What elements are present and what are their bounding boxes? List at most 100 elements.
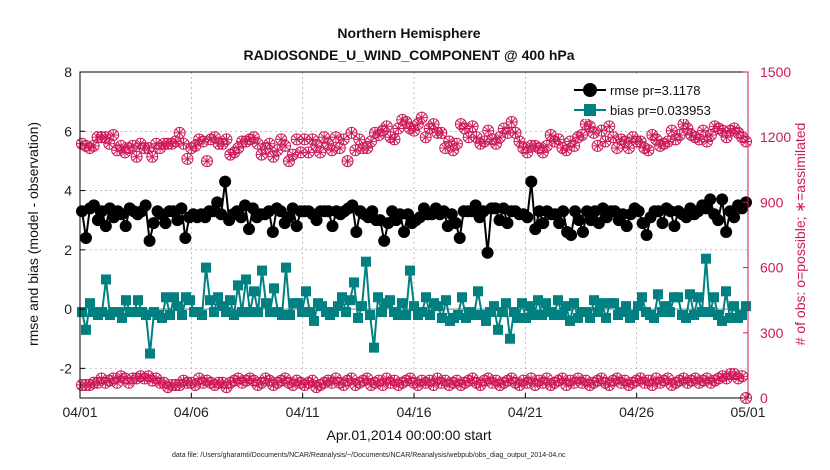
obs-marker-star	[581, 119, 591, 129]
obs-marker-star	[308, 135, 317, 144]
obs-marker-star	[546, 130, 555, 140]
obs-marker-star	[409, 126, 419, 135]
rmse-point	[398, 226, 411, 239]
obs-possible-point	[189, 139, 202, 152]
obs-marker-star	[308, 376, 317, 385]
obs-marker-star	[491, 139, 501, 148]
obs-possible-point	[599, 135, 612, 148]
bias-point	[329, 307, 339, 318]
bias-point	[725, 312, 735, 323]
obs-marker-star	[616, 135, 626, 144]
bias-point	[117, 312, 127, 323]
obs-possible-point	[318, 131, 331, 144]
obs-marker-star	[624, 143, 634, 153]
bias-point	[161, 292, 171, 303]
obs-possible-point	[466, 120, 479, 133]
y-right-tick-label: 1500	[760, 64, 791, 80]
obs-possible-point	[267, 150, 280, 163]
obs-marker-star	[202, 156, 212, 166]
obs-possible-point	[103, 137, 116, 150]
obs-marker-star	[558, 374, 567, 383]
bias-point	[129, 307, 139, 318]
rmse-point	[712, 214, 725, 227]
obs-possible-point	[560, 144, 573, 157]
obs-marker-star	[483, 126, 493, 135]
obs-marker-star	[386, 132, 395, 142]
bias-point	[501, 298, 511, 309]
rmse-point	[147, 217, 160, 230]
obs-marker-star	[179, 139, 188, 148]
bias-point	[609, 298, 619, 309]
obs-marker-star	[202, 376, 212, 385]
obs-marker-star	[741, 137, 751, 146]
bias-point	[421, 292, 431, 303]
bias-point	[373, 292, 383, 303]
bias-point	[397, 298, 407, 309]
bias-point	[237, 307, 247, 318]
bias-point	[505, 333, 515, 344]
bias-point	[133, 295, 143, 306]
rmse-point	[525, 175, 538, 188]
obs-marker-star	[362, 143, 372, 153]
bias-point	[649, 312, 659, 323]
bias-point	[253, 307, 263, 318]
obs-possible-point	[704, 129, 717, 142]
obs-possible-point	[408, 124, 420, 137]
obs-possible-point	[622, 142, 635, 155]
rmse-point	[656, 217, 669, 230]
bias-point	[477, 310, 487, 321]
y-tick-label: 4	[64, 183, 72, 199]
obs-marker-star	[390, 135, 399, 144]
rmse-point	[553, 217, 566, 230]
obs-marker-star	[398, 115, 407, 125]
bias-point	[741, 301, 751, 312]
obs-possible-point	[552, 133, 565, 146]
chart-subtitle: RADIOSONDE_U_WIND_COMPONENT @ 400 hPa	[243, 47, 574, 63]
y-right-tick-label: 300	[760, 325, 784, 341]
obs-marker-star	[437, 128, 446, 138]
obs-marker-star	[175, 128, 184, 138]
bias-point	[85, 298, 95, 309]
obs-marker-star	[249, 132, 259, 142]
bias-point	[405, 265, 415, 276]
obs-possible-point	[700, 135, 713, 148]
bias-point	[721, 286, 731, 297]
bias-series	[77, 253, 751, 359]
x-tick-label: 04/16	[396, 404, 431, 420]
bias-point	[521, 312, 531, 323]
bias-point	[629, 310, 639, 321]
obs-possible-point	[200, 155, 213, 168]
bias-point	[281, 262, 291, 273]
obs-marker-star	[292, 376, 302, 385]
obs-marker-star	[714, 124, 723, 133]
obs-possible-point	[595, 124, 608, 137]
bias-point	[337, 292, 347, 303]
obs-possible-point	[681, 122, 694, 135]
legend-box	[568, 77, 740, 119]
bias-point	[697, 307, 707, 318]
bias-point	[385, 295, 395, 306]
obs-marker-star	[253, 139, 262, 148]
obs-marker-star	[612, 143, 622, 153]
bias-point	[657, 307, 667, 318]
bias-point	[437, 312, 447, 323]
obs-possible-point	[302, 146, 315, 159]
rmse-point	[143, 234, 156, 247]
obs-possible-point	[341, 155, 354, 168]
obs-marker-star	[640, 143, 649, 153]
obs-possible-point	[279, 139, 292, 152]
obs-marker-star	[394, 124, 403, 133]
obs-marker-star	[706, 130, 716, 140]
obs-possible-point	[208, 131, 221, 144]
rmse-point	[179, 231, 192, 244]
obs-marker-star	[663, 374, 673, 383]
obs-possible-point	[282, 155, 295, 168]
obs-possible-point	[255, 148, 268, 161]
x-axis-ticks: 04/01 04/06 04/11 04/16 04/21 04/26 05/01	[62, 393, 766, 420]
bias-point	[593, 307, 603, 318]
y-tick-label: -2	[60, 360, 73, 376]
bias-point	[317, 301, 327, 312]
y-tick-label: 2	[64, 242, 72, 258]
obs-marker-star	[245, 374, 255, 383]
obs-possible-point	[232, 142, 245, 155]
